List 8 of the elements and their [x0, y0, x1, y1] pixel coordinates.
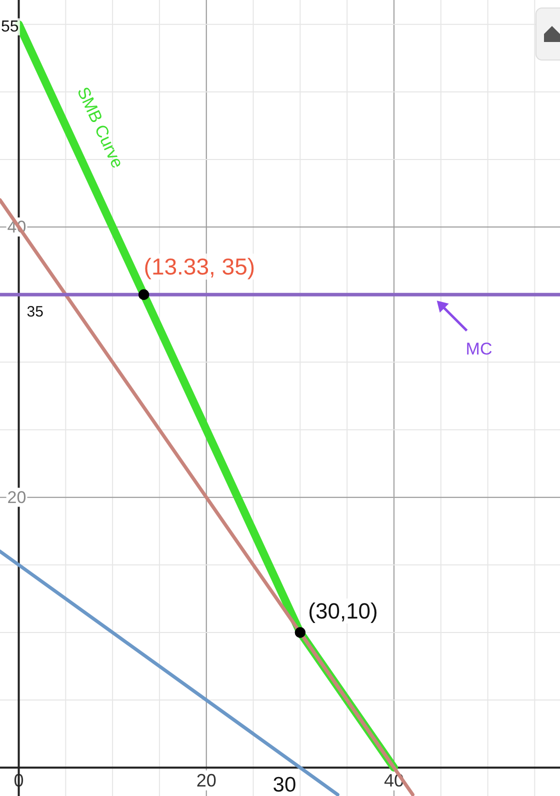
annotation: (30,10) [308, 598, 378, 624]
x-tick-label: 20 [196, 770, 216, 790]
annotation: 30 [272, 774, 296, 796]
text: SMB Curve [73, 84, 128, 171]
text: MC [466, 340, 492, 359]
annotation: 55 [1, 18, 19, 36]
annotation: 35 [26, 304, 44, 321]
annotation: (13.33, 35) [144, 254, 256, 280]
